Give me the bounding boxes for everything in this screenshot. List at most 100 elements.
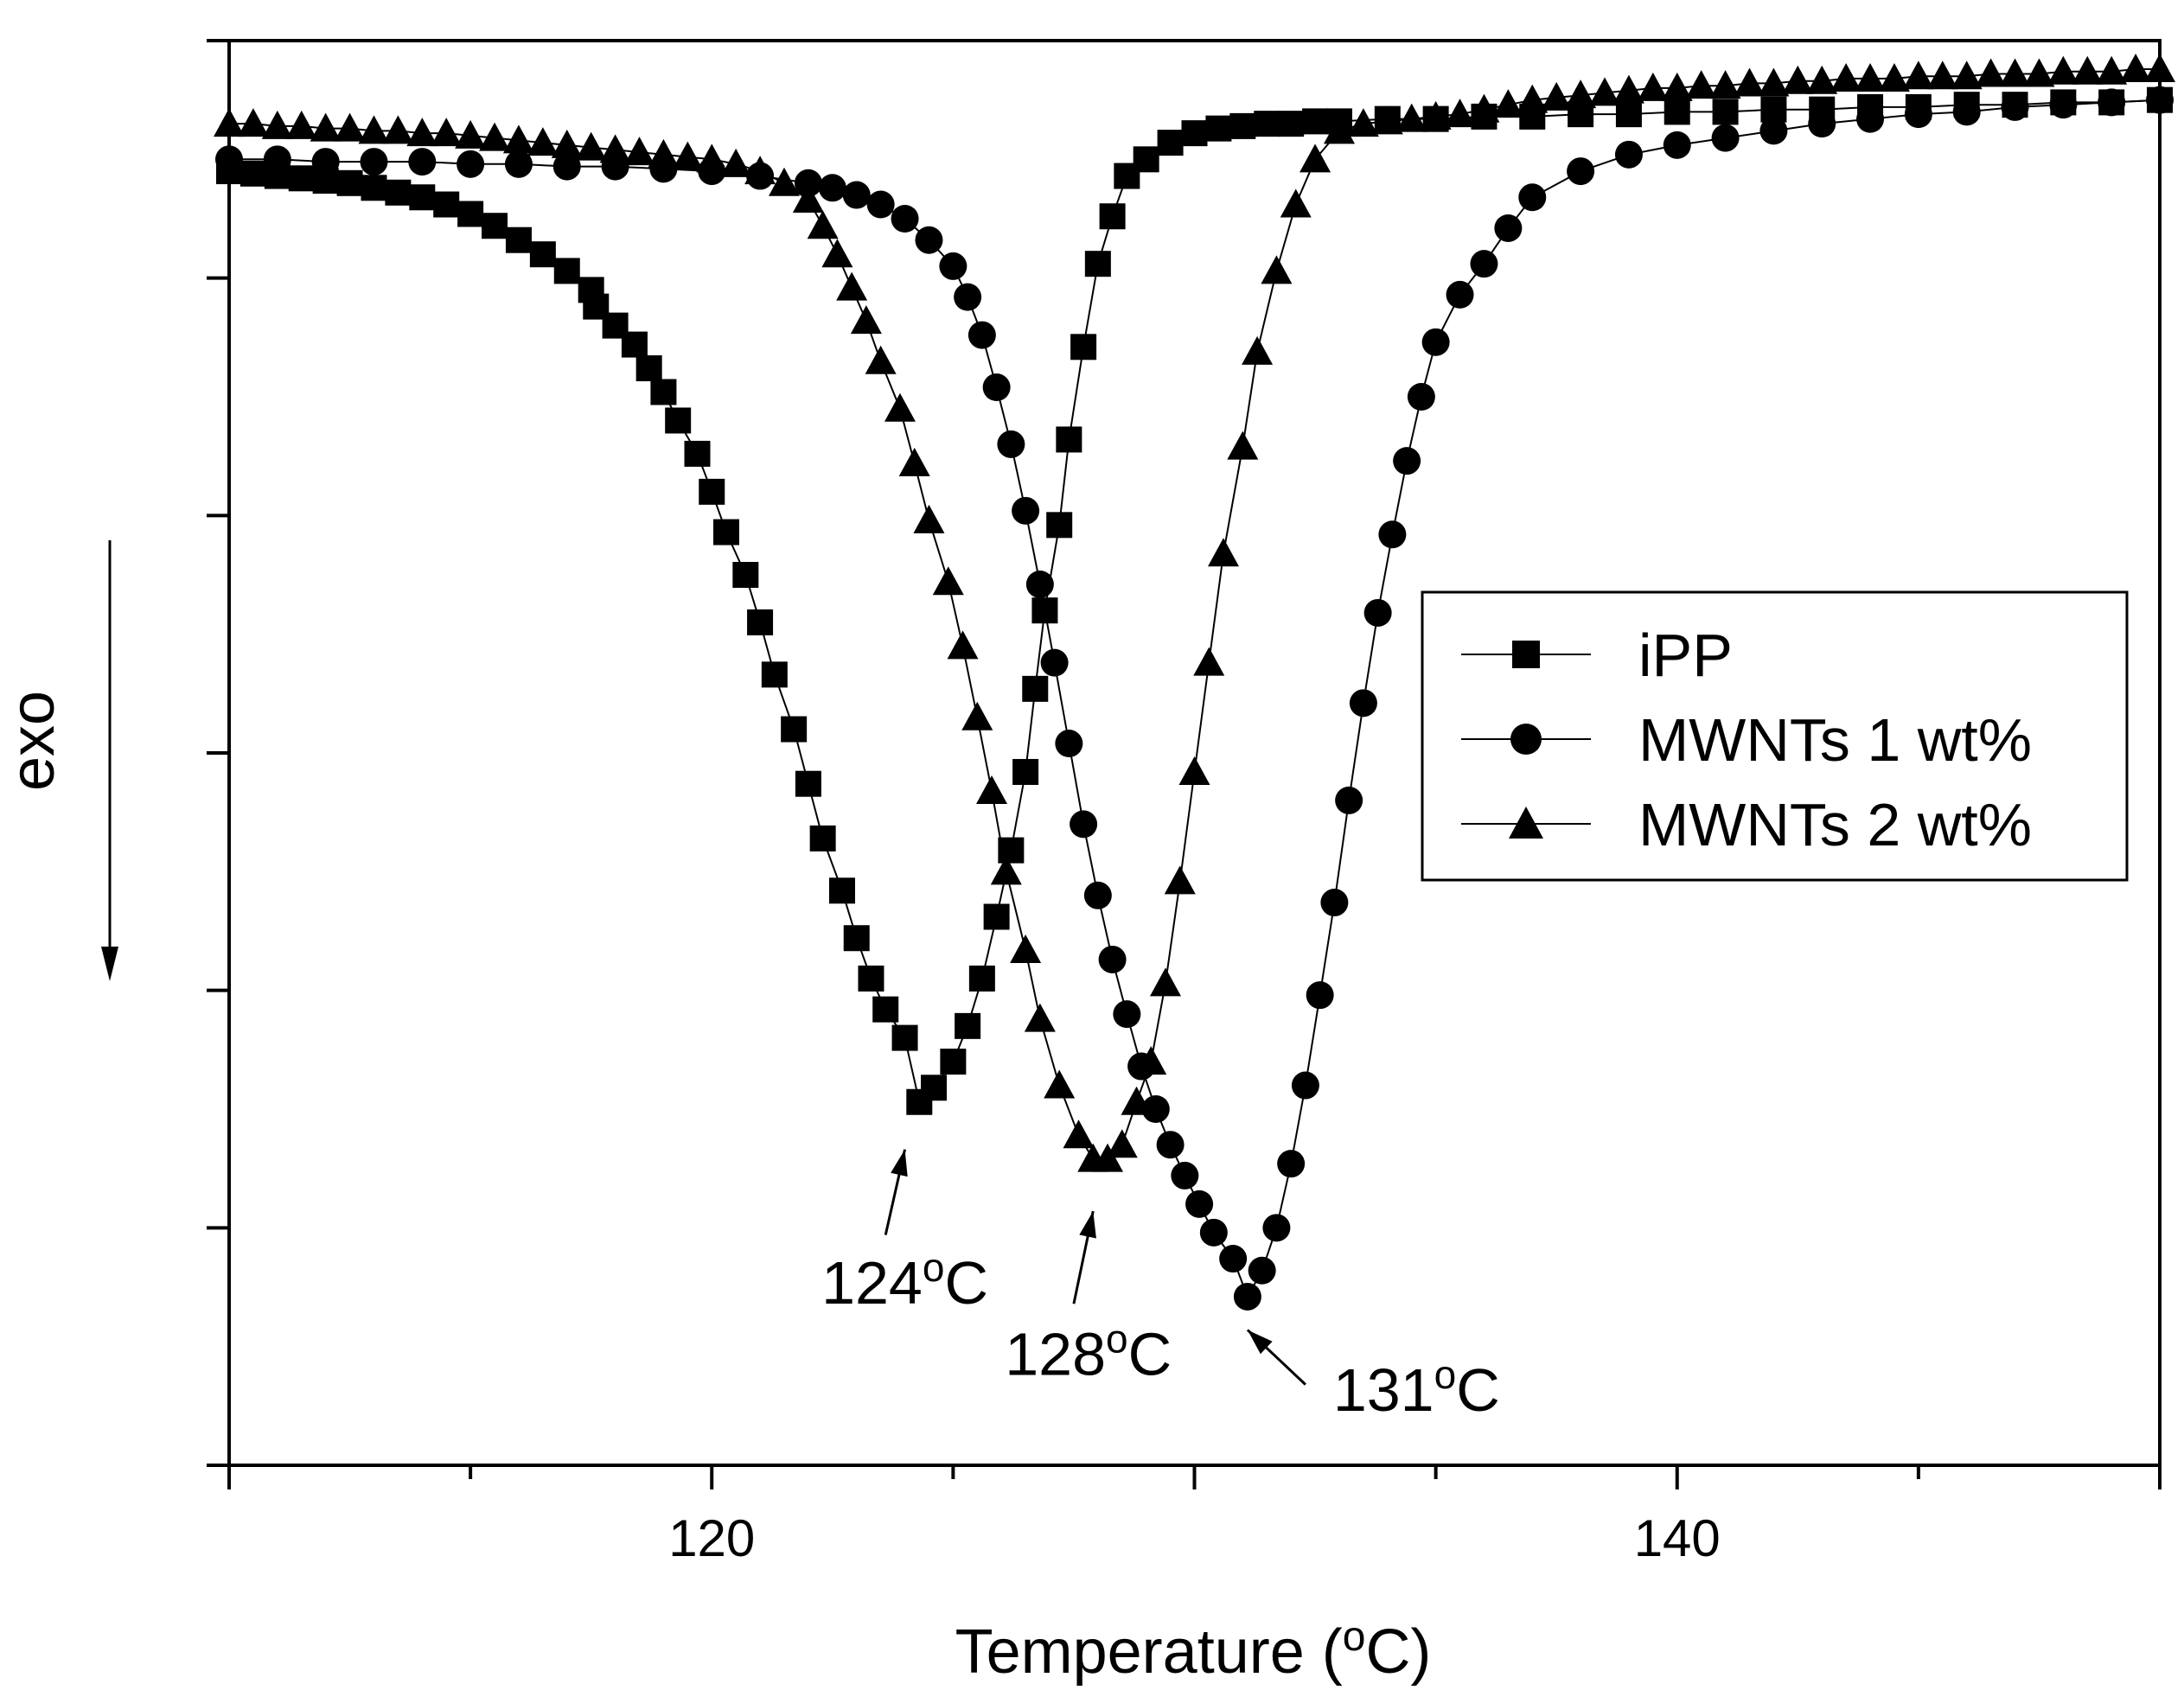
data-point-circle-63: [1904, 100, 1932, 129]
data-point-triangle-13: [527, 127, 559, 156]
data-point-triangle-61: [1420, 100, 1452, 130]
exo-direction-arrow: [101, 540, 118, 981]
data-point-triangle-88: [2072, 55, 2104, 85]
data-point-circle-64: [1952, 98, 1981, 126]
data-point-square-25: [732, 562, 759, 588]
legend-entry-mwnts-1: MWNTs 1 wt%: [1461, 706, 2032, 774]
data-point-circle-24: [1025, 570, 1054, 598]
data-point-triangle-72: [1685, 70, 1717, 99]
data-point-triangle-15: [575, 131, 607, 161]
x-tick-labels: 120 140: [668, 1509, 1721, 1567]
data-point-triangle-25: [807, 210, 839, 239]
data-point-triangle-78: [1830, 62, 1862, 92]
data-point-triangle-79: [1855, 62, 1887, 92]
data-point-triangle-1: [237, 108, 269, 137]
data-point-circle-54: [1494, 214, 1523, 242]
data-point-circle-38: [1233, 1282, 1261, 1311]
data-point-circle-7: [552, 152, 581, 181]
data-point-square-23: [699, 478, 725, 505]
data-point-square-24: [712, 519, 739, 545]
data-point-triangle-48: [1164, 865, 1196, 895]
data-point-triangle-82: [1926, 61, 1958, 90]
data-point-square-53: [1157, 130, 1184, 156]
data-point-circle-6: [504, 150, 533, 178]
data-point-square-1: [239, 160, 266, 187]
data-point-square-41: [983, 903, 1010, 930]
axis-ticks: [207, 39, 2162, 1489]
data-point-triangle-2: [261, 110, 293, 139]
data-point-square-21: [665, 407, 692, 434]
data-point-circle-30: [1113, 1000, 1141, 1029]
x-axis-title: Temperature (oC): [955, 1614, 1432, 1687]
data-point-triangle-41: [1063, 1119, 1095, 1149]
data-point-triangle-8: [406, 118, 438, 147]
data-point-circle-13: [818, 174, 846, 202]
data-point-triangle-37: [990, 856, 1022, 885]
data-point-triangle-64: [1492, 89, 1524, 118]
data-point-triangle-47: [1150, 967, 1182, 997]
data-point-triangle-3: [285, 110, 317, 139]
series-triangle: [214, 53, 2175, 1172]
data-point-triangle-46: [1135, 1046, 1167, 1075]
data-point-circle-5: [457, 150, 485, 178]
data-point-square-58: [1278, 111, 1305, 137]
data-point-square-54: [1181, 120, 1208, 147]
data-point-triangle-22: [744, 156, 776, 185]
data-point-triangle-60: [1395, 103, 1427, 132]
data-point-circle-45: [1335, 786, 1363, 814]
data-point-square-5: [336, 169, 363, 196]
data-point-square-18: [621, 331, 648, 358]
data-point-square-55: [1205, 115, 1232, 142]
data-point-triangle-84: [1975, 58, 2007, 87]
data-point-square-3: [288, 165, 315, 192]
data-point-circle-58: [1663, 131, 1691, 159]
data-point-circle-47: [1363, 598, 1392, 627]
legend-label-mwnts-1: MWNTs 1 wt%: [1638, 706, 2032, 774]
data-point-triangle-74: [1734, 67, 1766, 97]
data-point-triangle-30: [884, 392, 916, 422]
data-point-triangle-73: [1709, 70, 1741, 99]
data-point-circle-56: [1567, 157, 1595, 186]
data-point-square-29: [795, 770, 821, 797]
data-point-circle-52: [1446, 280, 1474, 309]
data-point-circle-43: [1306, 981, 1334, 1010]
data-point-triangle-54: [1261, 255, 1293, 284]
data-point-circle-33: [1156, 1131, 1185, 1159]
data-point-square-49: [1084, 251, 1111, 277]
data-point-square-9: [433, 191, 460, 218]
data-point-square-31: [828, 877, 855, 904]
data-point-circle-34: [1171, 1161, 1199, 1190]
data-point-circle-61: [1808, 110, 1836, 138]
annotation-label-131: 131oC: [1333, 1352, 1500, 1424]
data-point-square-34: [872, 996, 899, 1023]
data-point-triangle-38: [1010, 934, 1042, 963]
data-point-square-20: [650, 379, 677, 405]
data-point-square-48: [1070, 334, 1097, 360]
data-point-triangle-20: [696, 144, 728, 173]
data-point-circle-29: [1098, 945, 1127, 973]
annotation-128: 128oC: [1005, 1210, 1172, 1388]
data-point-square-35: [891, 1024, 918, 1051]
data-point-triangle-32: [913, 504, 945, 533]
data-point-triangle-26: [821, 239, 853, 268]
data-point-triangle-56: [1300, 144, 1331, 173]
data-point-triangle-28: [850, 305, 882, 335]
data-point-triangle-75: [1758, 67, 1790, 97]
data-point-triangle-65: [1517, 84, 1549, 113]
data-point-square-22: [684, 440, 711, 467]
data-point-circle-50: [1407, 383, 1435, 411]
data-point-square-46: [1046, 512, 1073, 539]
series-layer: [214, 53, 2175, 1311]
data-point-triangle-80: [1878, 62, 1910, 92]
data-point-square-12: [505, 226, 532, 253]
data-point-circle-36: [1199, 1218, 1228, 1247]
data-point-triangle-6: [358, 115, 390, 144]
data-point-circle-55: [1518, 183, 1547, 212]
annotation-arrowhead-128: [1079, 1211, 1096, 1239]
data-point-circle-22: [997, 430, 1025, 458]
data-point-triangle-70: [1637, 72, 1669, 101]
data-point-circle-65: [2001, 92, 2029, 121]
data-point-triangle-27: [836, 271, 868, 301]
